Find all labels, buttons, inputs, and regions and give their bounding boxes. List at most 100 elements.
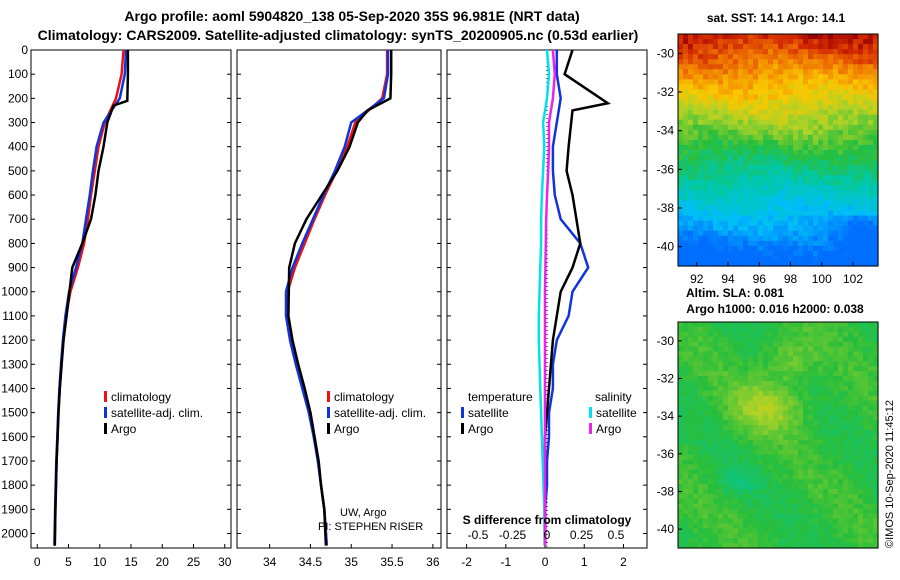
- map-cell: [688, 376, 694, 382]
- map-cell: [798, 410, 804, 416]
- map-cell: [763, 493, 769, 500]
- map-cell: [848, 170, 854, 176]
- map-cell: [863, 139, 869, 146]
- map-cell: [828, 129, 834, 136]
- map-cell: [803, 225, 809, 232]
- map-cell: [798, 230, 804, 237]
- map-cell: [768, 84, 774, 91]
- map-cell: [823, 538, 829, 544]
- map-cell: [788, 449, 794, 456]
- map-cell: [718, 454, 724, 461]
- map-cell: [768, 336, 774, 343]
- map-cell: [688, 449, 694, 456]
- map-cell: [798, 322, 804, 328]
- map-cell: [838, 190, 844, 196]
- map-cell: [843, 425, 849, 431]
- map-cell: [863, 543, 869, 549]
- map-cell: [823, 119, 829, 126]
- map-cell: [848, 104, 854, 111]
- map-cell: [758, 175, 764, 181]
- map-cell: [788, 235, 794, 242]
- map-cell: [798, 331, 804, 338]
- map-cell: [683, 160, 689, 166]
- legend-label-sal-satellite: satellite: [596, 406, 637, 420]
- map-cell: [708, 425, 714, 431]
- map-cell: [828, 250, 834, 257]
- map-cell: [848, 59, 854, 65]
- map-cell: [743, 84, 749, 91]
- map-cell: [698, 415, 704, 421]
- map-cell: [758, 366, 764, 372]
- map-cell: [813, 215, 819, 222]
- map-cell: [788, 104, 794, 111]
- map-cell: [778, 49, 784, 55]
- map-cell: [858, 245, 864, 252]
- map-cell: [778, 185, 784, 191]
- map-cell: [763, 400, 769, 407]
- map-cell: [823, 205, 829, 212]
- map-cell: [818, 410, 824, 416]
- map-cell: [768, 479, 774, 485]
- map-cell: [798, 170, 804, 176]
- map-cell: [703, 240, 709, 247]
- map-cell: [813, 385, 819, 392]
- map-cell: [803, 39, 809, 45]
- map-cell: [868, 165, 874, 171]
- map-cell: [708, 454, 714, 461]
- map-cell: [803, 250, 809, 257]
- map-cell: [838, 139, 844, 146]
- map-cell: [833, 341, 839, 348]
- map-cell: [803, 185, 809, 191]
- map-cell: [688, 225, 694, 232]
- map-cell: [773, 225, 779, 232]
- map-cell: [818, 518, 824, 525]
- map-cell: [803, 69, 809, 75]
- map-cell: [753, 129, 759, 136]
- map-cell: [843, 240, 849, 247]
- legend-label-sal-argo: Argo: [596, 422, 622, 436]
- map-cell: [738, 190, 744, 196]
- map-cell: [858, 230, 864, 237]
- map-cell: [713, 79, 719, 86]
- map-cell: [763, 454, 769, 461]
- map-cell: [688, 385, 694, 392]
- map-cell: [738, 322, 744, 328]
- map-cell: [853, 444, 859, 451]
- map-cell: [838, 405, 844, 412]
- map-cell: [738, 34, 744, 40]
- map-cell: [753, 336, 759, 343]
- map-cell: [733, 331, 739, 338]
- map-cell: [823, 508, 829, 515]
- map-cell: [828, 255, 834, 262]
- map-cell: [828, 165, 834, 171]
- map-cell: [728, 255, 734, 262]
- map-cell: [818, 79, 824, 86]
- map-cell: [763, 235, 769, 242]
- map-cell: [833, 185, 839, 191]
- map-cell: [733, 124, 739, 131]
- temperature-tick-label: 15: [124, 555, 138, 569]
- map-cell: [788, 356, 794, 362]
- map-cell: [733, 435, 739, 441]
- temperature-tick-label: 20: [156, 555, 170, 569]
- map-cell: [823, 109, 829, 116]
- map-cell: [688, 79, 694, 86]
- map-cell: [723, 469, 729, 475]
- map-cell: [733, 114, 739, 121]
- map-cell: [723, 44, 729, 50]
- map-cell: [768, 543, 774, 549]
- map-cell: [868, 518, 874, 525]
- map-cell: [698, 518, 704, 525]
- map-cell: [753, 119, 759, 126]
- map-cell: [678, 346, 684, 353]
- map-cell: [853, 185, 859, 191]
- map-cell: [688, 64, 694, 70]
- map-cell: [693, 493, 699, 500]
- map-cell: [748, 190, 754, 196]
- map-cell: [793, 89, 799, 96]
- map-cell: [718, 165, 724, 171]
- map-cell: [833, 498, 839, 505]
- map-cell: [788, 395, 794, 402]
- map-cell: [848, 439, 854, 446]
- map-cell: [868, 240, 874, 247]
